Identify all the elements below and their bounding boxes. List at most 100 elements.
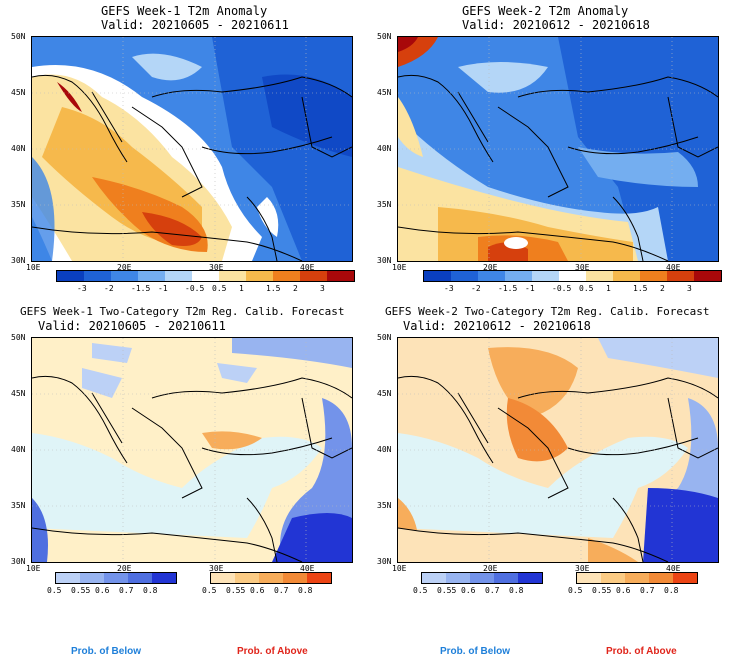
colorbar-swatch xyxy=(601,573,625,583)
panel-3-valid: Valid: 20210605 - 20210611 xyxy=(38,319,226,333)
colorbar-swatch xyxy=(532,271,559,281)
lon-tick-label: 30E xyxy=(209,263,224,272)
colorbar-swatch xyxy=(192,271,219,281)
colorbar-tick-label: -3 xyxy=(77,284,87,293)
lat-tick-label: 45N xyxy=(377,389,392,398)
colorbar-swatch xyxy=(57,271,84,281)
week2-probability-map xyxy=(397,337,719,563)
colorbar-tick-label: -0.5 xyxy=(185,284,205,293)
colorbar-tick-label: 0.5 xyxy=(413,586,428,595)
colorbar-tick-label: 0.7 xyxy=(485,586,500,595)
colorbar-swatch xyxy=(446,573,470,583)
lon-tick-label: 20E xyxy=(117,564,132,573)
colorbar-swatch xyxy=(586,271,613,281)
lon-tick-label: 40E xyxy=(300,263,315,272)
lat-tick-label: 40N xyxy=(377,144,392,153)
colorbar-swatch xyxy=(451,271,478,281)
prob-of-below-label-week1: Prob. of Below xyxy=(71,646,141,657)
colorbar-swatch xyxy=(559,271,586,281)
colorbar-tick-label: -0.5 xyxy=(552,284,572,293)
colorbar-swatch xyxy=(152,573,176,583)
panel-4-valid: Valid: 20210612 - 20210618 xyxy=(403,319,591,333)
lon-tick-label: 10E xyxy=(26,564,41,573)
colorbar-swatch xyxy=(111,271,138,281)
colorbar-tick-label: 1 xyxy=(239,284,244,293)
lon-tick-label: 20E xyxy=(117,263,132,272)
colorbar-swatch xyxy=(470,573,494,583)
prob-below-colorbar-week2 xyxy=(421,572,543,584)
colorbar-tick-label: 3 xyxy=(687,284,692,293)
panel-1-valid: Valid: 20210605 - 20210611 xyxy=(101,18,289,32)
colorbar-swatch xyxy=(518,573,542,583)
colorbar-swatch xyxy=(625,573,649,583)
lon-tick-label: 40E xyxy=(666,263,681,272)
lat-tick-label: 50N xyxy=(11,333,26,342)
colorbar-swatch xyxy=(327,271,354,281)
colorbar-tick-label: 1.5 xyxy=(633,284,648,293)
colorbar-swatch xyxy=(128,573,152,583)
colorbar-tick-label: 0.7 xyxy=(119,586,134,595)
lat-tick-label: 30N xyxy=(377,256,392,265)
lon-tick-label: 10E xyxy=(26,263,41,272)
lat-tick-label: 30N xyxy=(11,256,26,265)
lon-tick-label: 40E xyxy=(300,564,315,573)
colorbar-tick-label: 0.6 xyxy=(250,586,265,595)
lat-tick-label: 40N xyxy=(11,144,26,153)
colorbar-tick-label: -2 xyxy=(104,284,114,293)
colorbar-swatch xyxy=(235,573,259,583)
panel-2-valid: Valid: 20210612 - 20210618 xyxy=(462,18,650,32)
colorbar-swatch xyxy=(424,271,451,281)
lat-tick-label: 35N xyxy=(377,200,392,209)
colorbar-swatch xyxy=(246,271,273,281)
lat-tick-label: 50N xyxy=(377,32,392,41)
colorbar-swatch xyxy=(649,573,673,583)
colorbar-tick-label: 0.55 xyxy=(71,586,91,595)
colorbar-swatch xyxy=(211,573,235,583)
colorbar-tick-label: 0.6 xyxy=(616,586,631,595)
week2-anomaly-map xyxy=(397,36,719,262)
colorbar-swatch xyxy=(219,271,246,281)
colorbar-tick-label: -1 xyxy=(158,284,168,293)
lat-tick-label: 40N xyxy=(377,445,392,454)
colorbar-tick-label: 2 xyxy=(293,284,298,293)
prob-of-below-label-week2: Prob. of Below xyxy=(440,646,510,657)
colorbar-tick-label: 0.6 xyxy=(95,586,110,595)
lat-tick-label: 50N xyxy=(377,333,392,342)
lat-tick-label: 30N xyxy=(377,557,392,566)
colorbar-swatch xyxy=(307,573,331,583)
anomaly-colorbar-week1 xyxy=(56,270,355,282)
colorbar-tick-label: -1.5 xyxy=(498,284,518,293)
colorbar-swatch xyxy=(104,573,128,583)
colorbar-tick-label: 0.5 xyxy=(568,586,583,595)
colorbar-swatch xyxy=(300,271,327,281)
colorbar-swatch xyxy=(640,271,667,281)
colorbar-swatch xyxy=(478,271,505,281)
colorbar-tick-label: 0.7 xyxy=(274,586,289,595)
colorbar-tick-label: 0.7 xyxy=(640,586,655,595)
lon-tick-label: 10E xyxy=(392,564,407,573)
colorbar-tick-label: 0.8 xyxy=(664,586,679,595)
prob-of-above-label-week1: Prob. of Above xyxy=(237,646,308,657)
colorbar-swatch xyxy=(273,271,300,281)
colorbar-tick-label: 0.5 xyxy=(202,586,217,595)
colorbar-tick-label: 0.55 xyxy=(226,586,246,595)
colorbar-swatch xyxy=(422,573,446,583)
anomaly-colorbar-week2 xyxy=(423,270,722,282)
lat-tick-label: 30N xyxy=(11,557,26,566)
prob-above-colorbar-week2 xyxy=(576,572,698,584)
colorbar-tick-label: 0.8 xyxy=(143,586,158,595)
colorbar-tick-label: 0.55 xyxy=(437,586,457,595)
lat-tick-label: 35N xyxy=(11,501,26,510)
colorbar-tick-label: -1 xyxy=(525,284,535,293)
colorbar-swatch xyxy=(84,271,111,281)
lon-tick-label: 30E xyxy=(209,564,224,573)
lon-tick-label: 30E xyxy=(575,564,590,573)
panel-1-title: GEFS Week-1 T2m Anomaly xyxy=(101,4,268,18)
lat-tick-label: 35N xyxy=(11,200,26,209)
colorbar-swatch xyxy=(165,271,192,281)
week1-probability-map xyxy=(31,337,353,563)
lon-tick-label: 40E xyxy=(666,564,681,573)
colorbar-swatch xyxy=(494,573,518,583)
lat-tick-label: 45N xyxy=(377,88,392,97)
colorbar-swatch xyxy=(694,271,721,281)
